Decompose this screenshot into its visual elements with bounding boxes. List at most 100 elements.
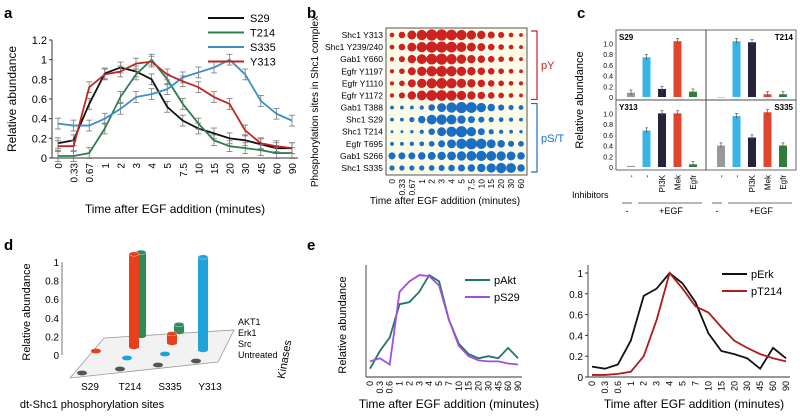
bubble <box>488 129 494 135</box>
x-axis-title: Time after EGF addition (minutes) <box>359 397 539 411</box>
bubble <box>487 43 495 51</box>
x-tick-label: 60 <box>272 163 283 175</box>
bar <box>748 42 756 97</box>
x-tick-label: 45 <box>493 381 503 391</box>
bubble <box>438 140 446 148</box>
bar3d-base <box>129 344 139 350</box>
bubble <box>467 116 475 124</box>
row-label: Egfr Y1197 <box>341 66 383 76</box>
bar3d-body <box>174 324 184 332</box>
bar <box>642 130 651 167</box>
subplot-title: Y313 <box>619 103 638 112</box>
bubble <box>466 150 477 161</box>
x-tick-label: 0 <box>54 163 65 169</box>
bubble <box>416 54 427 65</box>
y-tick-label: 0 <box>41 153 47 165</box>
x-tick-label: 30 <box>506 179 516 189</box>
bubble <box>508 140 515 147</box>
legend-label-S335: S335 <box>250 42 276 54</box>
x-tick-label: 1 <box>101 163 112 169</box>
x-tick-label: 5 <box>163 163 174 169</box>
bubble <box>457 115 466 124</box>
bar3d-body <box>167 333 177 343</box>
bubble <box>428 140 435 147</box>
x-tick-label: 7.5 <box>179 163 190 177</box>
bubble <box>446 90 457 101</box>
x-tick-label: 60 <box>503 381 513 391</box>
bubble <box>446 114 457 125</box>
x-axis-title: Time after EGF addition (minutes) <box>604 397 784 411</box>
bubble <box>437 103 447 112</box>
bubble <box>416 29 427 41</box>
y-tick-label: 1 <box>577 269 583 280</box>
subplot-frame <box>705 99 797 171</box>
bubble <box>428 104 435 111</box>
bubble <box>519 69 523 74</box>
bubble <box>427 151 436 160</box>
bubble <box>389 93 395 98</box>
bar3d-body <box>198 257 208 350</box>
y-tick-label: 0.2 <box>32 133 47 145</box>
inhibitors-label: Inhibitors <box>572 190 609 200</box>
category-label: - <box>733 175 742 178</box>
x-tick-label: 4 <box>665 381 675 386</box>
x-axis-title: Time after EGF addition (minutes) <box>85 202 265 216</box>
bubble <box>506 151 516 161</box>
bubble <box>426 114 437 125</box>
panel-label-e: e <box>307 237 315 254</box>
x-tick-label: 0.3 <box>600 381 610 394</box>
bubble <box>398 56 405 63</box>
y-tick-label: 0.6 <box>603 133 613 140</box>
bubble <box>409 165 415 171</box>
panel-label-a: a <box>4 5 13 22</box>
bubble <box>508 44 514 50</box>
bar3d-disc <box>153 362 163 368</box>
group-py-bracket <box>531 30 538 101</box>
bubble <box>456 151 467 161</box>
bubble <box>487 103 495 112</box>
bar <box>732 41 741 97</box>
x-tick-label: 2 <box>404 381 414 386</box>
y-tick-label: 1 <box>41 55 47 67</box>
bubble <box>466 127 477 137</box>
y-tick-label: 0 <box>609 95 613 102</box>
bubble <box>388 152 396 160</box>
bar3d-body <box>129 254 139 347</box>
y-tick-label: 0 <box>53 351 59 362</box>
panel-d: 0 0.2 0.4 0.6 0.8 1 Relative abundance S29 T214 S… <box>20 249 294 411</box>
bubble <box>389 165 395 171</box>
bar3d-top <box>197 254 209 260</box>
y-tick-label: 1.0 <box>603 111 613 118</box>
x-tick-label: 2 <box>116 163 127 169</box>
site-label: T214 <box>119 382 142 393</box>
row-label: Egfr Y1110 <box>342 78 383 88</box>
group-label: - <box>716 206 719 216</box>
bubble <box>486 163 496 173</box>
series-line-pS29 <box>369 274 519 367</box>
bubble <box>437 151 446 161</box>
x-tick-label: 20 <box>474 381 484 391</box>
y-tick-label: 0.4 <box>603 144 613 151</box>
bar <box>763 112 772 167</box>
bubble <box>446 29 457 41</box>
x-tick-label: 60 <box>768 381 778 391</box>
bubble <box>519 57 523 62</box>
bubble <box>447 151 456 161</box>
bubble <box>466 102 477 113</box>
bubble <box>446 54 457 65</box>
bubble <box>508 56 514 62</box>
bubble <box>426 53 438 65</box>
bar <box>748 137 756 167</box>
x-tick-label: 30 <box>483 381 493 391</box>
legend-label-T214: T214 <box>250 28 275 40</box>
bubble <box>477 55 486 63</box>
legend-label-pErk: pErk <box>751 269 774 281</box>
panel-label-b: b <box>307 5 316 22</box>
bar3d-top <box>166 331 178 337</box>
bubble <box>496 151 506 161</box>
site-label: Y313 <box>198 382 222 393</box>
bubble <box>506 163 516 173</box>
bubble <box>417 78 427 89</box>
x-tick-label: 0 <box>365 381 375 386</box>
